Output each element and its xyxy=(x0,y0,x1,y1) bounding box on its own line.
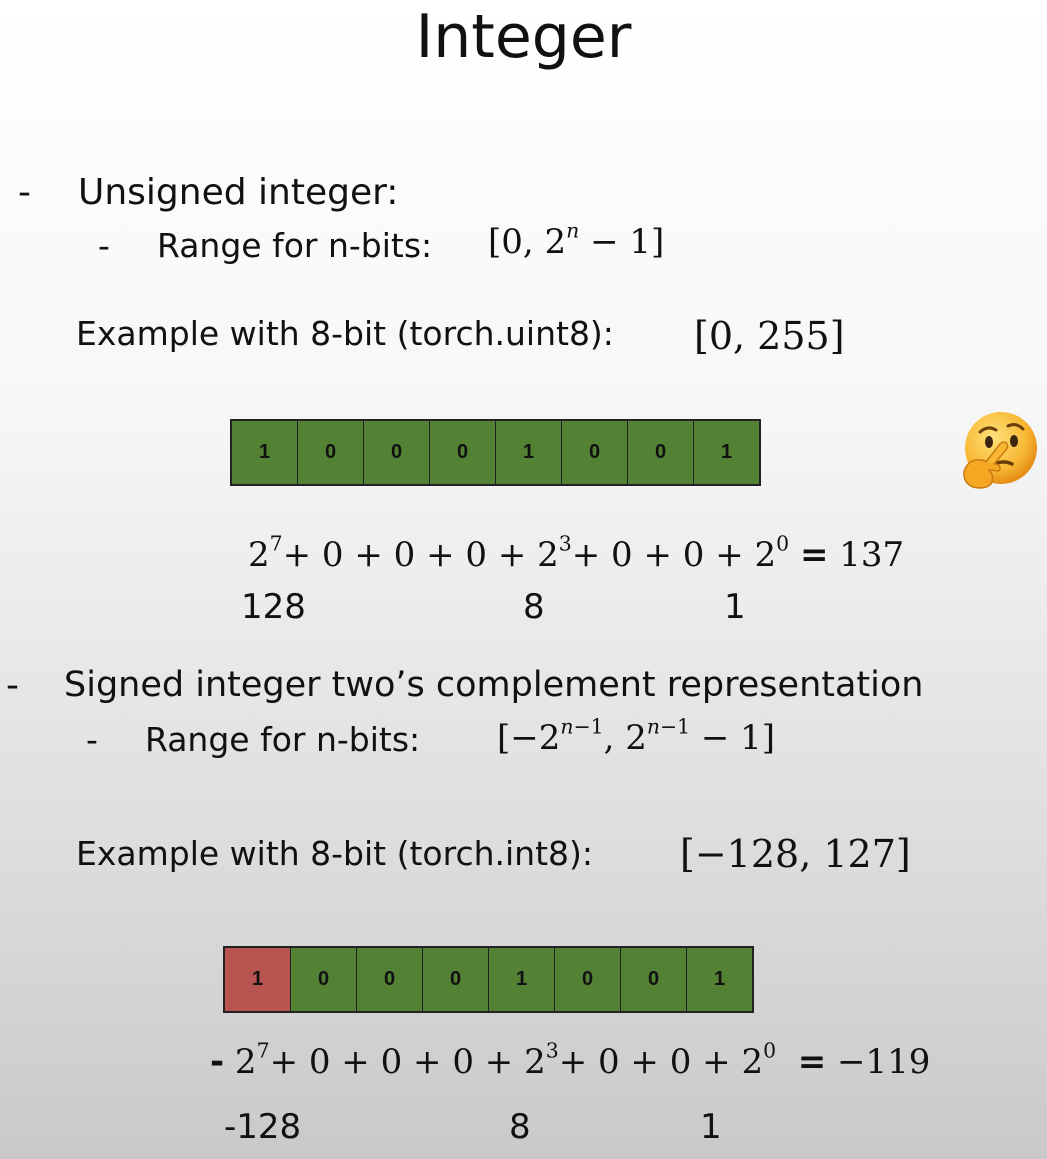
bit-cell: 0 xyxy=(429,421,495,484)
sub-bullet-dash: - xyxy=(86,720,98,759)
sub-bullet-dash: - xyxy=(98,226,110,265)
bit-cell: 1 xyxy=(488,948,554,1011)
signed-result: −119 xyxy=(837,1042,931,1082)
bit-cell: 1 xyxy=(232,421,297,484)
signed-example-range: [−128, 127] xyxy=(680,832,911,876)
unsigned-value-128: 128 xyxy=(241,587,306,627)
bit-cell: 0 xyxy=(554,948,620,1011)
bit-cell: 0 xyxy=(363,421,429,484)
unsigned-heading: Unsigned integer: xyxy=(78,172,399,213)
bit-cell: 0 xyxy=(422,948,488,1011)
signed-heading: Signed integer two’s complement represen… xyxy=(64,665,924,705)
signed-value-1: 1 xyxy=(700,1107,722,1147)
unsigned-value-8: 8 xyxy=(523,587,545,627)
bit-cell: 1 xyxy=(686,948,752,1011)
page-title: Integer xyxy=(415,2,632,72)
signed-example-label: Example with 8-bit (torch.int8): xyxy=(76,834,594,873)
unsigned-range-label: Range for n-bits: xyxy=(157,226,433,265)
signed-bit-row: 1 0 0 0 1 0 0 1 xyxy=(223,946,754,1013)
bit-cell: 0 xyxy=(627,421,693,484)
bullet-dash: - xyxy=(6,665,19,706)
unsigned-value-1: 1 xyxy=(724,587,746,627)
sign-bit-cell: 1 xyxy=(225,948,290,1011)
unsigned-example-label: Example with 8-bit (torch.uint8): xyxy=(76,314,614,353)
unsigned-range-formula: [0, 2n − 1] xyxy=(488,218,665,262)
unsigned-example-range: [0, 255] xyxy=(694,314,845,358)
signed-range-label: Range for n-bits: xyxy=(145,720,421,759)
bullet-dash: - xyxy=(18,172,31,213)
bit-cell: 1 xyxy=(495,421,561,484)
bit-cell: 0 xyxy=(620,948,686,1011)
signed-value-8: 8 xyxy=(509,1107,531,1147)
unsigned-equation: 27+ 0 + 0 + 0 + 23+ 0 + 0 + 20 = 137 xyxy=(248,531,905,575)
thinking-face-icon xyxy=(963,412,1037,489)
unsigned-result: 137 xyxy=(839,535,905,575)
bit-cell: 0 xyxy=(561,421,627,484)
signed-value-neg128: -128 xyxy=(224,1107,302,1147)
bit-cell: 0 xyxy=(297,421,363,484)
bit-cell: 0 xyxy=(290,948,356,1011)
unsigned-bit-row: 1 0 0 0 1 0 0 1 xyxy=(230,419,761,486)
bit-cell: 0 xyxy=(356,948,422,1011)
bit-cell: 1 xyxy=(693,421,759,484)
signed-equation: - 27+ 0 + 0 + 0 + 23+ 0 + 0 + 20 = −119 xyxy=(210,1038,931,1082)
signed-range-formula: [−2n−1, 2n−1 − 1] xyxy=(497,714,776,758)
